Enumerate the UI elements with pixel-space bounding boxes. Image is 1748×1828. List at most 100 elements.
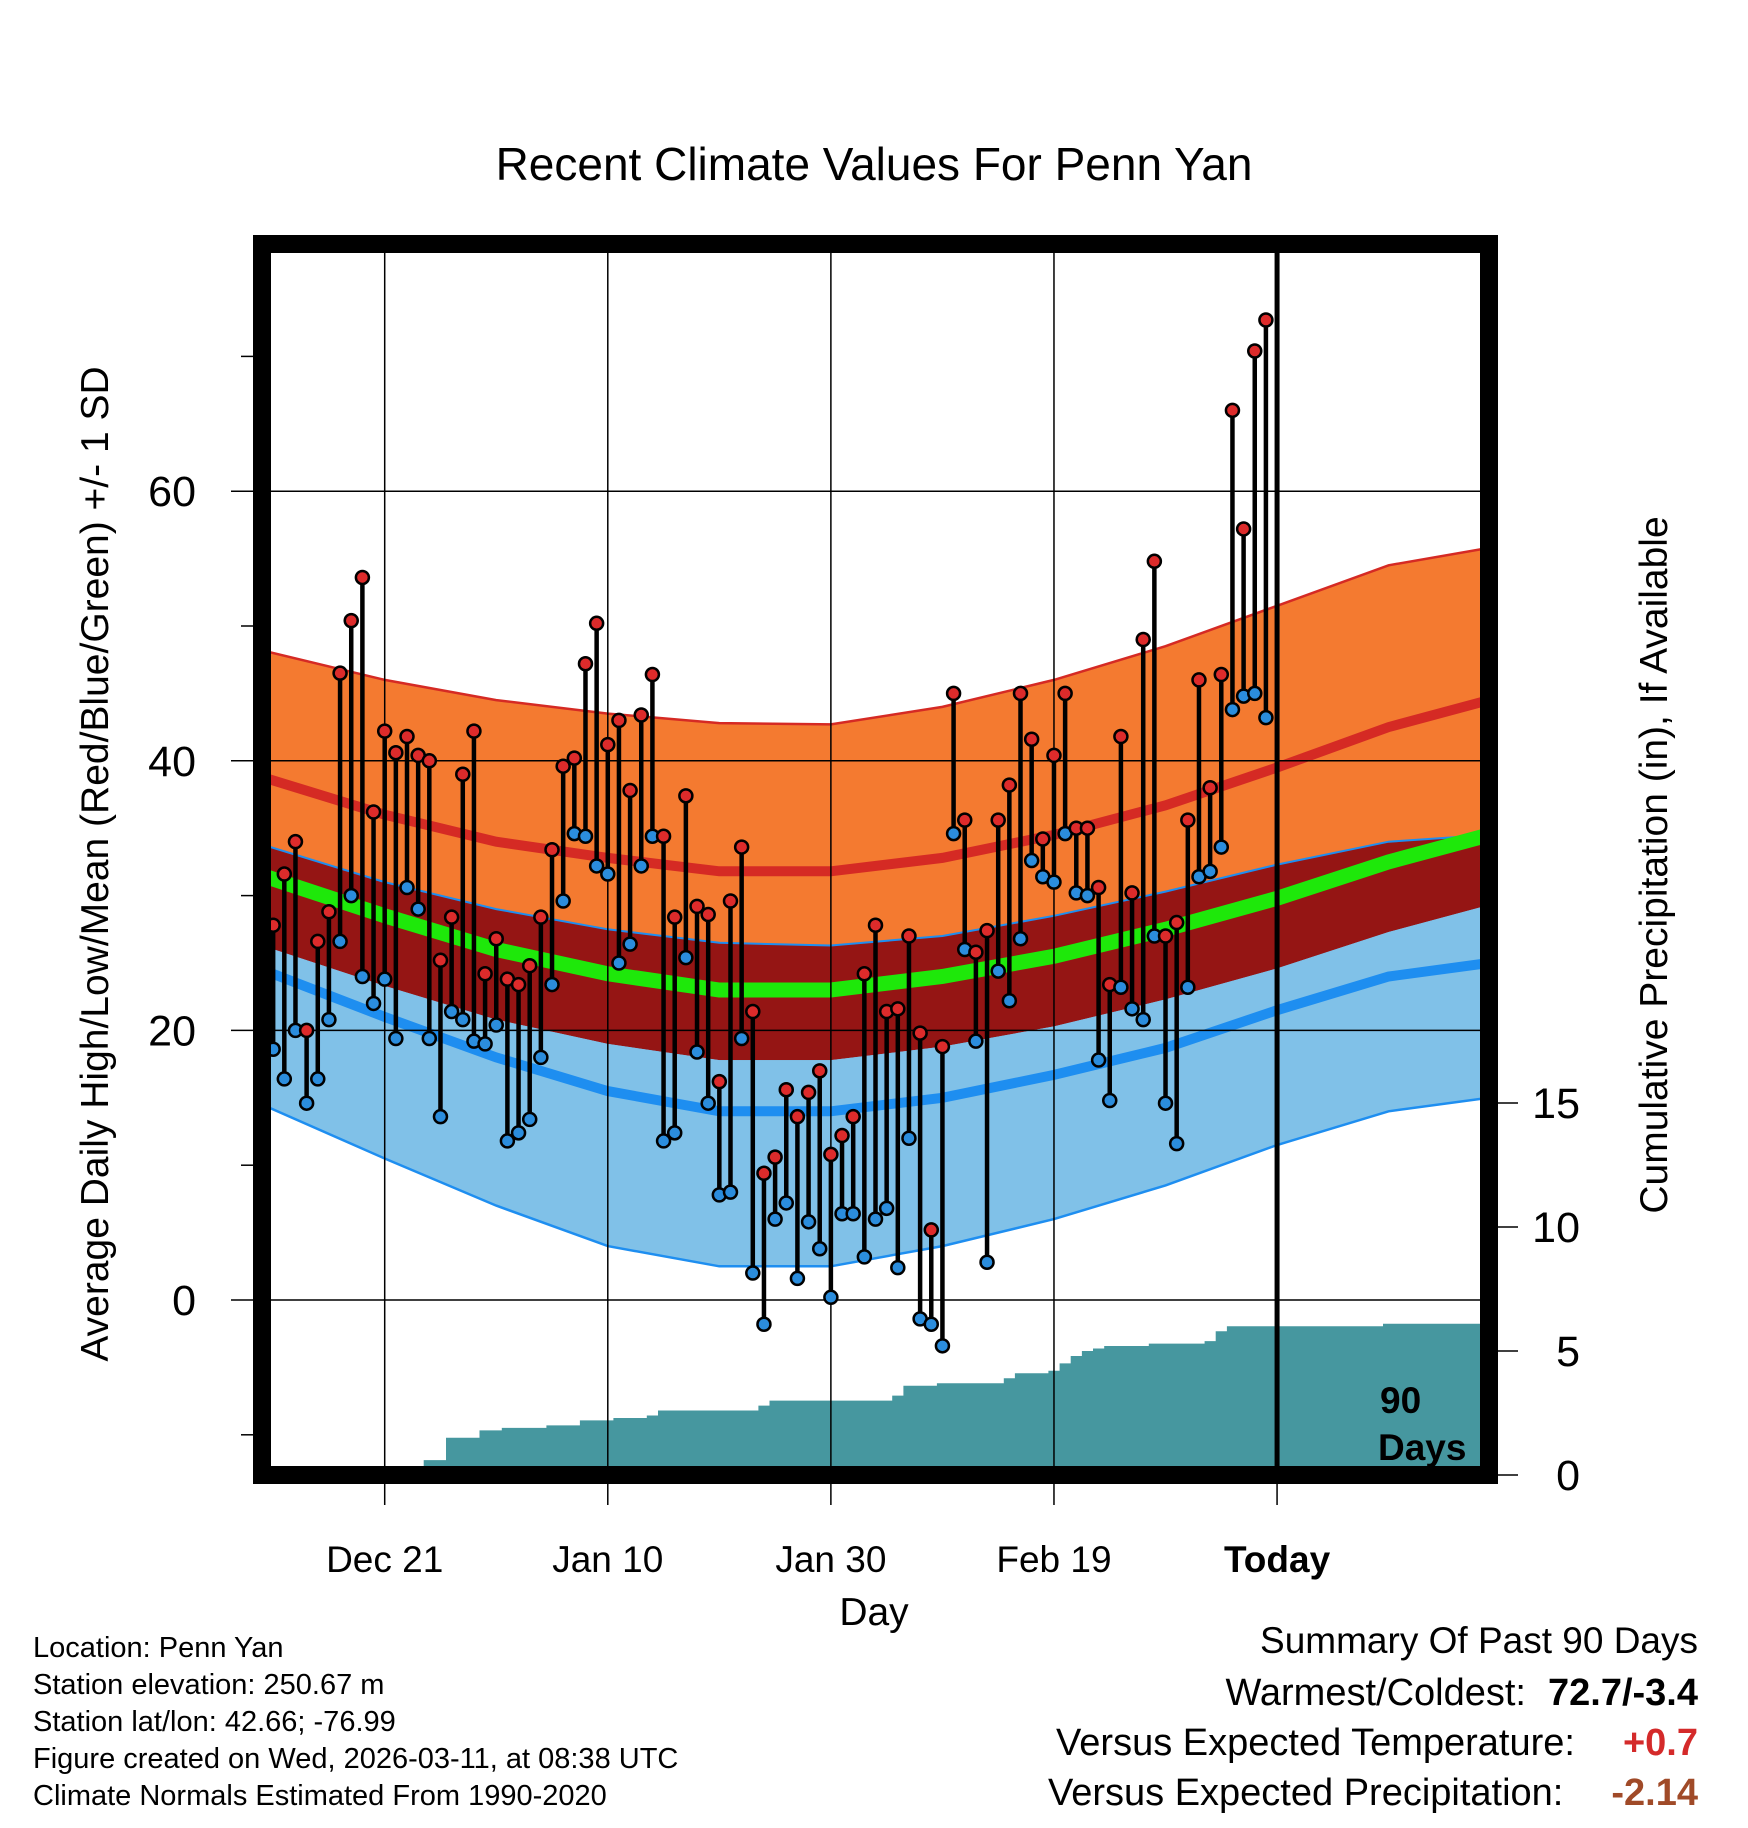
low-temp-point <box>1180 979 1196 996</box>
low-temp-point <box>432 1108 449 1125</box>
high-temp-point <box>1046 747 1062 764</box>
high-temp-point <box>912 1025 928 1041</box>
high-temp-point <box>644 666 661 683</box>
high-temp-point <box>477 966 493 982</box>
high-temp-point <box>923 1222 940 1238</box>
low-temp-point <box>923 1316 940 1333</box>
elevation-text: Station elevation: 250.67 m <box>33 1669 385 1701</box>
high-temp-point <box>1146 553 1163 570</box>
low-temp-point <box>600 866 616 882</box>
low-temp-point <box>979 1254 995 1271</box>
low-temp-point <box>756 1316 772 1333</box>
high-temp-point <box>1124 885 1140 901</box>
high-temp-point <box>421 753 438 769</box>
low-temp-point <box>722 1184 739 1200</box>
normals-text: Climate Normals Estimated From 1990-2020 <box>33 1780 607 1812</box>
location-text: Location: Penn Yan <box>33 1632 284 1664</box>
high-temp-point <box>488 930 504 947</box>
precip-label: Versus Expected Precipitation: <box>1047 1772 1564 1814</box>
low-temp-point <box>533 1049 549 1066</box>
y2-tick-label: 5 <box>1556 1328 1580 1376</box>
low-temp-point <box>901 1130 917 1146</box>
low-temp-point <box>510 1125 527 1141</box>
latlon-text: Station lat/lon: 42.66; -76.99 <box>33 1706 396 1738</box>
low-temp-point <box>1046 874 1062 890</box>
created-text: Figure created on Wed, 2026-03-11, at 08… <box>33 1743 679 1775</box>
low-temp-point <box>544 976 560 993</box>
low-temp-point <box>421 1030 438 1047</box>
low-temp-point <box>443 1003 460 1020</box>
high-temp-point <box>990 812 1006 828</box>
low-temp-point <box>488 1017 504 1033</box>
low-temp-point <box>1090 1052 1107 1068</box>
high-temp-point <box>622 782 638 799</box>
low-temp-point <box>276 1071 293 1087</box>
high-temp-point <box>834 1127 850 1144</box>
low-temp-point <box>856 1249 873 1265</box>
high-temp-point <box>287 833 304 850</box>
high-temp-point <box>521 957 538 974</box>
high-temp-point <box>901 928 917 944</box>
high-temp-point <box>678 788 694 804</box>
high-temp-point <box>845 1108 861 1125</box>
cumulative-precip-area <box>273 1321 1489 1475</box>
x-tick-label: Jan 30 <box>775 1539 886 1580</box>
y2-axis-title: Cumulative Precipitation (in), If Availa… <box>1633 516 1676 1213</box>
high-temp-point <box>778 1081 795 1098</box>
high-temp-point <box>1168 914 1185 931</box>
high-temp-point <box>321 904 337 920</box>
high-temp-point <box>310 933 326 950</box>
mean-line <box>262 827 1489 998</box>
low-temp-point <box>1258 709 1274 726</box>
high-temp-point <box>298 1022 315 1039</box>
low-temp-point <box>555 893 571 909</box>
high-temp-point <box>455 766 471 783</box>
low-sd-lower-edge <box>262 1096 1489 1268</box>
high-temp-point <box>1235 521 1252 537</box>
low-temp-point <box>1012 930 1029 947</box>
x-tick-label: Today <box>1224 1539 1331 1580</box>
summary-temp: Versus Expected Temperature: +0.7 <box>1056 1722 1698 1768</box>
high-temp-point <box>600 736 616 753</box>
high-temp-point <box>1213 666 1230 683</box>
low-temp-point <box>1124 1001 1140 1017</box>
high-temp-point <box>945 685 962 702</box>
low-temp-point <box>410 901 426 917</box>
high-temp-point <box>577 655 594 672</box>
high-temp-point <box>443 909 460 925</box>
x-tick-label: Dec 21 <box>326 1539 443 1580</box>
low-temp-point <box>1168 1135 1185 1152</box>
high-temp-point <box>1224 402 1241 419</box>
high-temp-point <box>700 906 716 923</box>
low-temp-point <box>499 1133 516 1149</box>
low-temp-point <box>666 1125 683 1141</box>
low-temp-point <box>811 1241 828 1257</box>
summary-precip: Versus Expected Precipitation: -2.14 <box>1048 1772 1698 1818</box>
low-temp-point <box>577 828 594 845</box>
low-temp-point <box>1213 839 1230 855</box>
warmest-label: Warmest/Coldest: <box>1225 1672 1526 1714</box>
high-temp-point <box>1157 928 1174 944</box>
low-temp-point <box>332 933 348 950</box>
low-temp-point <box>867 1211 884 1227</box>
high-temp-point <box>399 728 415 745</box>
y-tick-label: 0 <box>172 1277 196 1325</box>
high-temp-point <box>1012 685 1029 702</box>
low-temp-point <box>845 1205 861 1222</box>
temp-label: Versus Expected Temperature: <box>1056 1722 1575 1764</box>
high-sd-band <box>262 547 1489 946</box>
high-temp-point <box>689 898 705 915</box>
high-temp-point <box>934 1038 951 1055</box>
low-temp-point <box>376 971 393 987</box>
x-axis-title: Day <box>839 1591 909 1634</box>
high-temp-point <box>756 1165 772 1182</box>
high-temp-point <box>510 976 527 993</box>
y2-tick-label: 15 <box>1532 1080 1580 1128</box>
low-temp-point <box>823 1289 839 1306</box>
high-temp-point <box>1090 879 1107 896</box>
high-temp-point <box>1001 777 1018 793</box>
low-temp-point <box>399 879 415 896</box>
high-temp-point <box>722 893 739 909</box>
low-temp-point <box>778 1195 795 1211</box>
